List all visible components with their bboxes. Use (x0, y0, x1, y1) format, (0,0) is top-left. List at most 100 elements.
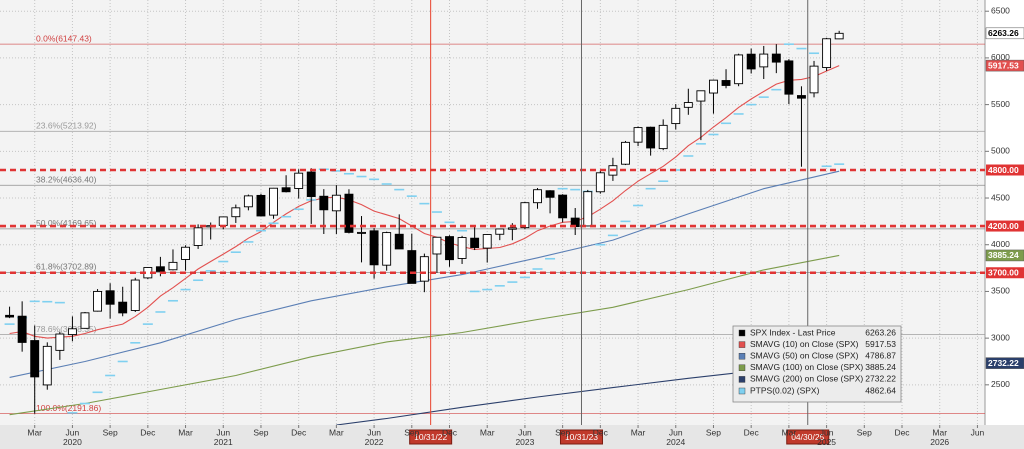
y-tick-label: 3000 (991, 332, 1010, 342)
last-value-box (985, 357, 1024, 369)
y-tick-label: 2500 (991, 379, 1010, 389)
x-axis-band (0, 425, 1024, 449)
candle-body (809, 65, 819, 94)
candle-body (432, 236, 442, 255)
candle-body (445, 236, 454, 261)
y-tick-label: 5500 (991, 99, 1010, 109)
candle-body (193, 227, 203, 246)
candle-body (319, 195, 329, 211)
candle-body (545, 190, 555, 198)
candle-body (306, 171, 316, 197)
candle-body (30, 340, 40, 378)
legend-value: 6263.26 (865, 327, 896, 337)
candle-body (80, 312, 90, 329)
legend-swatch (738, 364, 746, 371)
legend-value: 4862.64 (865, 385, 896, 395)
legend-name: SMAVG (100) on Close (SPX) (750, 362, 863, 372)
candle-body (671, 107, 681, 125)
year-label: 2020 (63, 437, 82, 447)
x-tick-label: Mar (178, 427, 193, 437)
x-tick-label: Dec (442, 427, 458, 437)
last-value-label: 5917.53 (988, 60, 1019, 70)
y-tick-label: 6000 (991, 52, 1010, 62)
fib-label: 61.8%(3702.89) (36, 262, 97, 272)
candle-body (533, 189, 542, 204)
candle-body (595, 172, 605, 193)
candle-body (17, 315, 27, 343)
candle-body (797, 95, 806, 99)
x-tick-label: Jun (971, 427, 985, 437)
candle-body (231, 207, 241, 218)
fib-label: 50.0%(4169.65) (36, 218, 97, 228)
candle-body (281, 187, 291, 193)
x-tick-label: Jun (518, 427, 532, 437)
last-value-box (985, 249, 1024, 262)
y-tick-label: 4500 (991, 192, 1010, 202)
level-label: 4200.00 (988, 221, 1019, 231)
fib-label: 0.0%(6147.43) (36, 33, 92, 43)
legend-name: SMAVG (50) on Close (SPX) (750, 350, 859, 360)
x-tick-label: Sep (404, 427, 419, 437)
candle-body (709, 79, 718, 94)
x-tick-label: Jun (216, 427, 230, 437)
plot: 0.0%(6147.43) 23.6%(5213.92) 38.2%(4636.40… (0, 0, 985, 425)
candle-body (55, 333, 65, 351)
last-value-box (985, 27, 1024, 40)
last-value-box (985, 59, 1024, 72)
legend-value: 4786.87 (865, 350, 896, 360)
x-tick-label: Dec (593, 427, 609, 437)
candle-body (583, 191, 593, 227)
candle-body (394, 233, 404, 250)
marker-box (409, 429, 453, 445)
candle-body (67, 328, 77, 336)
x-tick-label: Jun (367, 427, 381, 437)
candle-body (357, 231, 366, 234)
x-tick-label: Mar (27, 427, 42, 437)
fib-label: 100.0%(2191.86) (36, 403, 101, 413)
legend-swatch (738, 329, 746, 337)
candle-body (734, 54, 744, 85)
candle-body (294, 172, 304, 189)
candle-body (482, 234, 492, 249)
x-tick-label: Jun (669, 427, 683, 437)
candle-body (42, 345, 52, 386)
candle-body (93, 290, 103, 312)
y-tick-label: 4000 (991, 239, 1010, 249)
candle-body (495, 228, 505, 235)
legend-value: 2732.22 (865, 374, 896, 384)
level-label: 4800.00 (988, 165, 1019, 175)
candle-body (181, 246, 190, 260)
x-tick-label: Dec (744, 427, 760, 437)
legend-name: SPX Index - Last Price (750, 327, 836, 337)
ma-line (9, 254, 840, 416)
candle-body (658, 124, 668, 150)
candle-body (784, 60, 794, 95)
level-box (986, 164, 1024, 176)
candle-body (218, 216, 228, 226)
candle-body (696, 90, 706, 102)
last-value-label: 3885.24 (988, 250, 1019, 260)
candle-body (520, 202, 530, 229)
overlay: 4800.00 4200.00 3700.00 10/31/22 10/31/23 04/… (409, 27, 1024, 445)
x-tick-label: Sep (857, 427, 872, 437)
candle-body (269, 187, 278, 216)
x-tick-label: Dec (291, 427, 307, 437)
legend-swatch (738, 353, 746, 360)
candle-body (5, 314, 15, 318)
y-tick-label: 6500 (991, 5, 1010, 15)
y-tick-label: 5000 (991, 146, 1010, 156)
candle-body (344, 193, 354, 233)
marker-label: 04/30/25 (791, 432, 824, 442)
candle-body (633, 127, 643, 143)
year-label: 2022 (365, 437, 384, 447)
legend-box (732, 325, 902, 403)
legend-name: PTPS(0.02) (SPX) (750, 385, 820, 395)
year-label: 2025 (817, 437, 836, 447)
x-tick-label: Dec (894, 427, 910, 437)
candle-body (331, 194, 341, 212)
candle-body (683, 102, 693, 108)
candle-body (507, 227, 517, 230)
candle-body (822, 38, 832, 68)
legend: SPX Index - Last Price 6263.26 SMAVG (10) … (732, 325, 902, 403)
